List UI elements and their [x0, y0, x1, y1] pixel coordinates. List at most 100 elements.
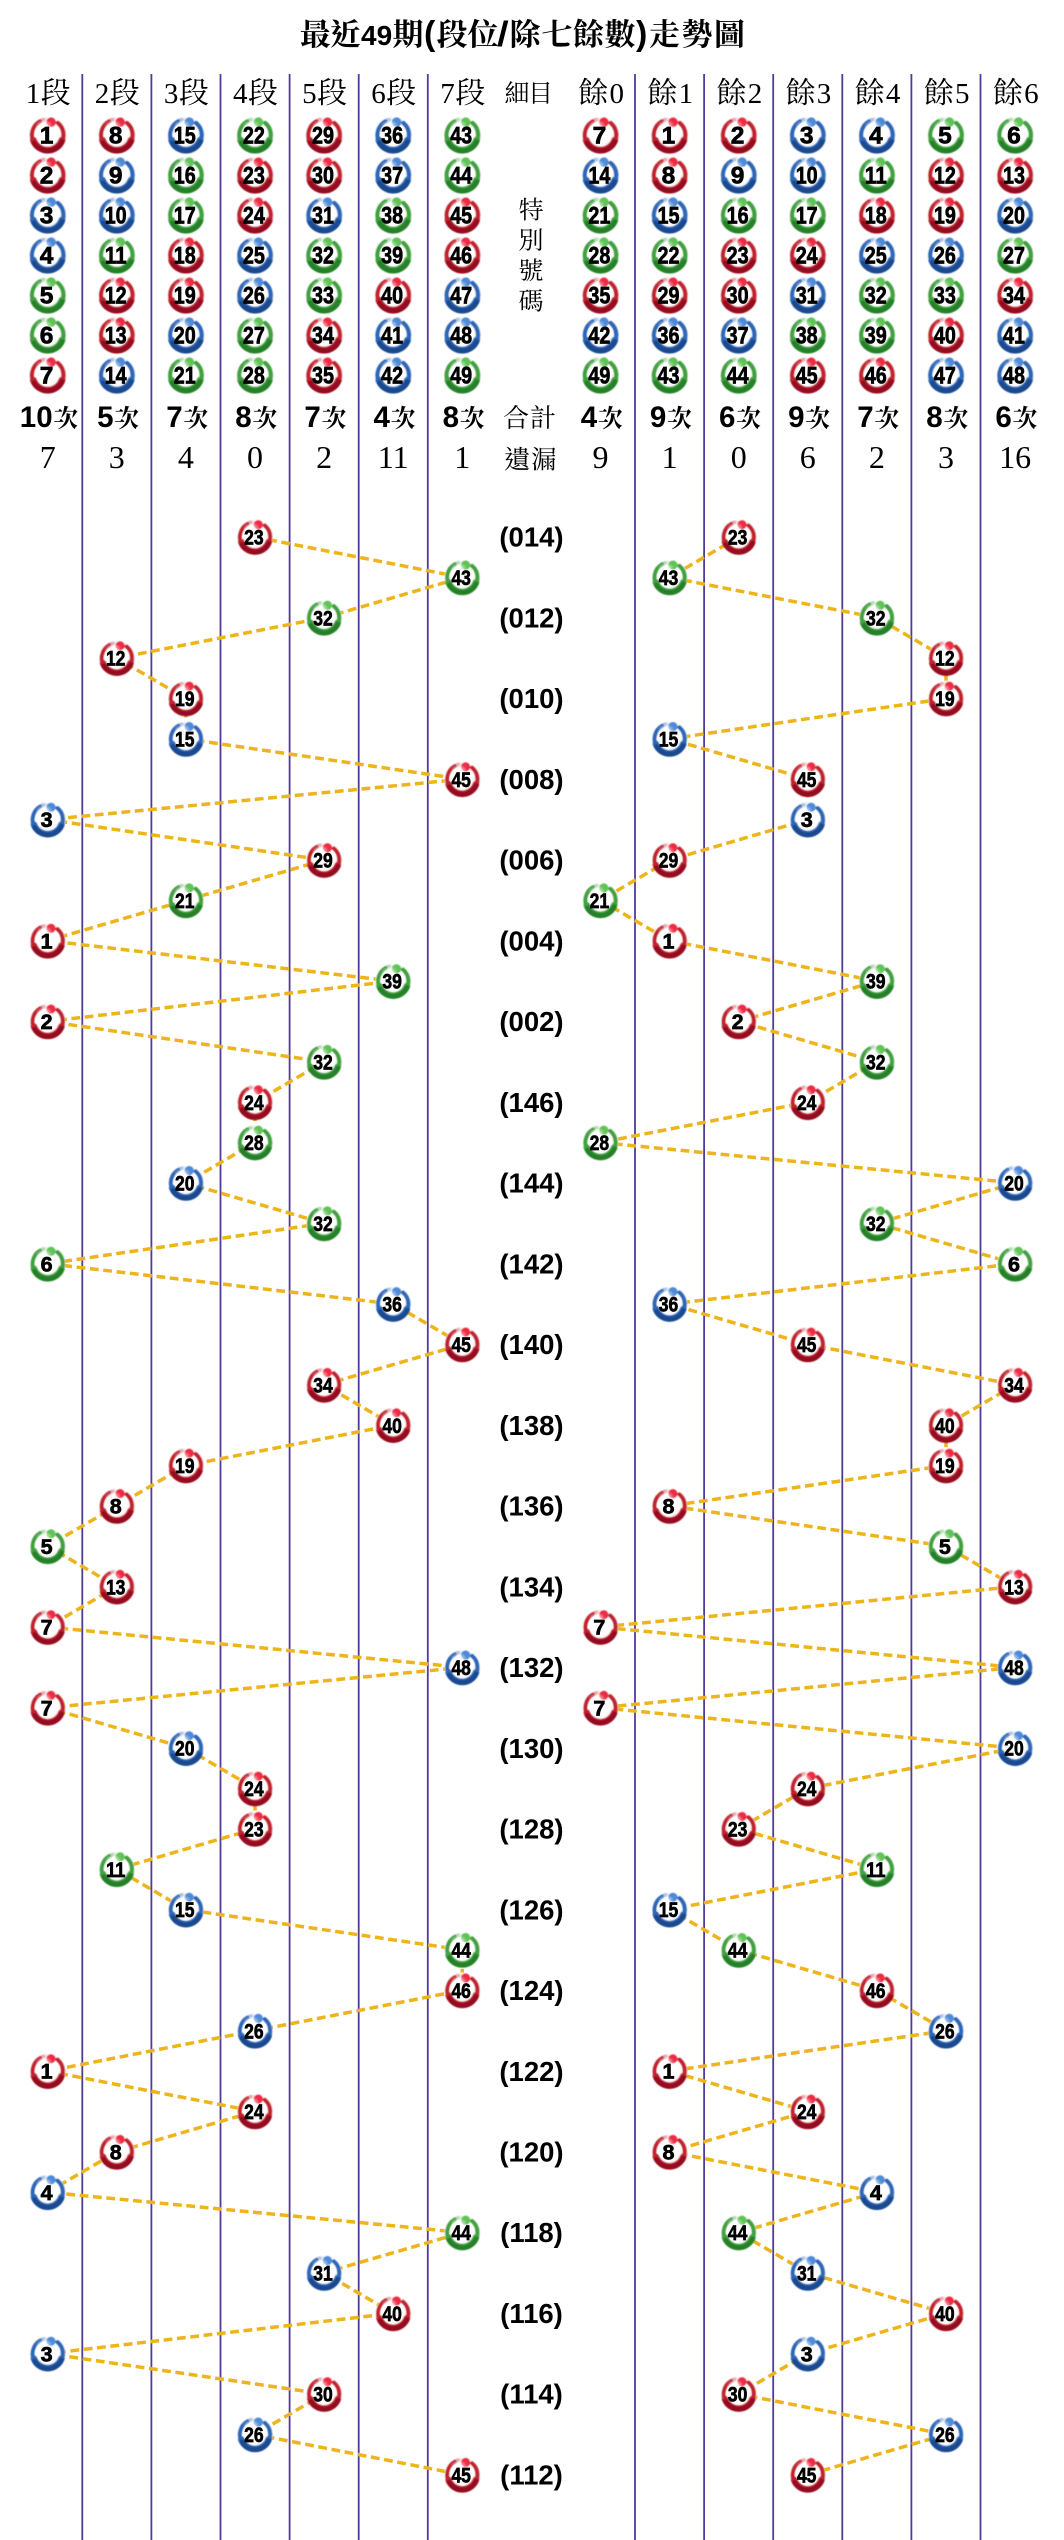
- svg-text:12: 12: [935, 647, 955, 671]
- svg-text:15: 15: [658, 203, 680, 230]
- svg-text:29: 29: [659, 849, 679, 873]
- svg-text:1: 1: [26, 78, 41, 110]
- svg-text:23: 23: [728, 526, 748, 550]
- svg-text:1: 1: [41, 2060, 53, 2084]
- svg-text:(132): (132): [499, 1652, 563, 1683]
- svg-text:15: 15: [175, 1898, 195, 1922]
- svg-text:24: 24: [797, 2100, 817, 2124]
- svg-text:(002): (002): [499, 1006, 563, 1037]
- svg-text:0: 0: [247, 439, 263, 475]
- svg-text:43: 43: [450, 123, 472, 150]
- svg-text:36: 36: [382, 1293, 402, 1317]
- svg-text:8: 8: [663, 2140, 675, 2164]
- svg-text:24: 24: [796, 243, 818, 270]
- svg-text:(118): (118): [500, 2217, 563, 2248]
- svg-text:43: 43: [658, 363, 680, 390]
- svg-text:1: 1: [663, 2060, 675, 2084]
- svg-text:3: 3: [800, 123, 814, 150]
- svg-text:45: 45: [797, 1333, 817, 1357]
- svg-text:20: 20: [175, 1737, 195, 1761]
- svg-text:8: 8: [662, 163, 676, 190]
- svg-text:16: 16: [999, 439, 1031, 475]
- svg-text:8: 8: [235, 401, 251, 434]
- svg-text:2: 2: [748, 78, 763, 110]
- svg-text:(134): (134): [499, 1571, 563, 1602]
- svg-text:8: 8: [663, 1495, 675, 1519]
- svg-text:(008): (008): [499, 764, 563, 795]
- svg-text:47: 47: [934, 363, 956, 390]
- svg-text:13: 13: [106, 1575, 126, 1599]
- svg-text:(004): (004): [499, 925, 563, 956]
- svg-text:49: 49: [450, 363, 472, 390]
- svg-text:1: 1: [454, 439, 470, 475]
- svg-text:31: 31: [796, 283, 818, 310]
- svg-text:25: 25: [865, 243, 887, 270]
- svg-text:46: 46: [865, 363, 887, 390]
- svg-text:46: 46: [866, 1979, 886, 2003]
- svg-text:25: 25: [243, 243, 265, 270]
- svg-text:1: 1: [662, 439, 678, 475]
- svg-text:37: 37: [727, 323, 749, 350]
- svg-text:23: 23: [728, 1818, 748, 1842]
- svg-text:48: 48: [450, 323, 472, 350]
- svg-text:(114): (114): [500, 2379, 563, 2410]
- svg-text:33: 33: [934, 283, 956, 310]
- svg-text:6: 6: [1024, 78, 1039, 110]
- svg-text:(126): (126): [499, 1894, 563, 1925]
- svg-text:14: 14: [588, 163, 610, 190]
- svg-text:): ): [636, 15, 647, 53]
- svg-text:35: 35: [588, 283, 610, 310]
- svg-text:3: 3: [41, 808, 53, 832]
- svg-text:4: 4: [374, 401, 391, 434]
- svg-text:16: 16: [727, 203, 749, 230]
- svg-text:4: 4: [233, 78, 248, 110]
- svg-text:39: 39: [865, 323, 887, 350]
- svg-text:28: 28: [588, 243, 610, 270]
- svg-text:8: 8: [110, 1495, 122, 1519]
- svg-text:17: 17: [174, 203, 196, 230]
- svg-text:36: 36: [659, 1293, 679, 1317]
- svg-text:29: 29: [658, 283, 680, 310]
- svg-text:39: 39: [866, 970, 886, 994]
- svg-text:19: 19: [935, 1454, 955, 1478]
- svg-text:10: 10: [105, 203, 127, 230]
- svg-text:1: 1: [679, 78, 694, 110]
- svg-text:6: 6: [800, 439, 816, 475]
- svg-text:6: 6: [1008, 1252, 1020, 1276]
- svg-text:(006): (006): [499, 845, 563, 876]
- svg-text:40: 40: [382, 2302, 402, 2326]
- svg-text:41: 41: [381, 323, 403, 350]
- svg-text:30: 30: [313, 2383, 333, 2407]
- svg-text:42: 42: [588, 323, 610, 350]
- svg-text:3: 3: [801, 808, 813, 832]
- svg-text:8: 8: [443, 401, 459, 434]
- svg-text:45: 45: [796, 363, 818, 390]
- svg-text:26: 26: [244, 2423, 264, 2447]
- svg-text:21: 21: [175, 889, 195, 913]
- svg-text:27: 27: [1003, 243, 1025, 270]
- svg-text:(130): (130): [499, 1733, 563, 1764]
- svg-text:16: 16: [174, 163, 196, 190]
- svg-text:5: 5: [97, 401, 113, 434]
- svg-text:24: 24: [244, 2100, 264, 2124]
- svg-text:(014): (014): [499, 522, 563, 553]
- svg-text:48: 48: [1004, 1656, 1024, 1680]
- svg-text:34: 34: [312, 323, 334, 350]
- svg-text:7: 7: [440, 78, 455, 110]
- svg-text:32: 32: [866, 606, 886, 630]
- svg-text:44: 44: [450, 163, 472, 190]
- svg-text:21: 21: [174, 363, 196, 390]
- svg-text:43: 43: [659, 566, 679, 590]
- svg-text:15: 15: [659, 728, 679, 752]
- svg-text:0: 0: [610, 78, 625, 110]
- svg-text:3: 3: [40, 203, 54, 230]
- svg-text:5: 5: [302, 78, 317, 110]
- svg-text:28: 28: [243, 363, 265, 390]
- svg-text:20: 20: [1004, 1172, 1024, 1196]
- svg-text:6: 6: [995, 401, 1011, 434]
- svg-text:17: 17: [796, 203, 818, 230]
- svg-text:22: 22: [658, 243, 680, 270]
- svg-text:23: 23: [243, 163, 265, 190]
- svg-text:12: 12: [106, 647, 126, 671]
- svg-text:23: 23: [244, 1818, 264, 1842]
